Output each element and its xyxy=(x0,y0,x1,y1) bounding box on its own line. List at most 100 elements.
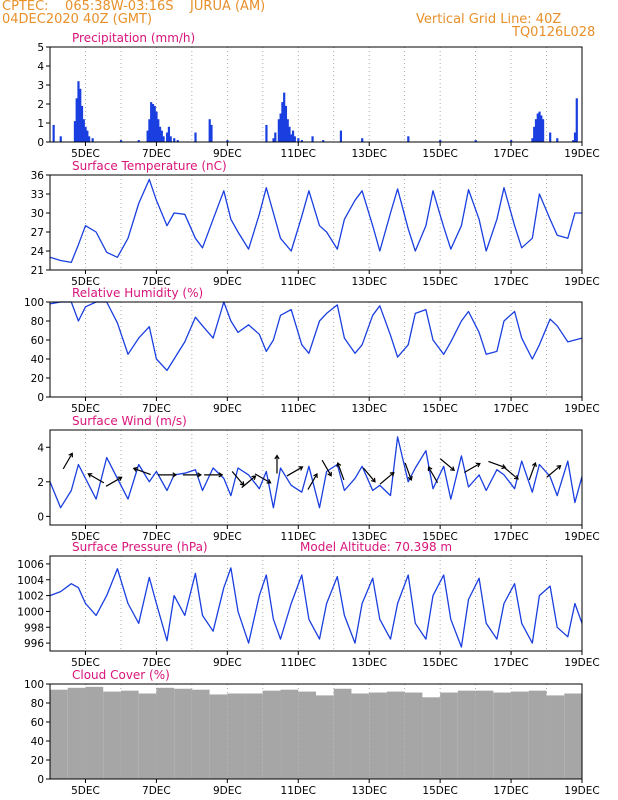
wind-arrow xyxy=(439,458,455,471)
y-tick-label: 20 xyxy=(31,755,44,767)
cloud-cover-bar xyxy=(316,695,334,779)
wind-arrow xyxy=(105,476,122,487)
precipitation-bar xyxy=(84,126,87,142)
panel-title: Surface Pressure (hPa) xyxy=(72,540,208,554)
panel-frame xyxy=(49,301,583,398)
cloud-cover-bar xyxy=(528,690,547,779)
series-line xyxy=(49,301,583,372)
wind-arrow-head xyxy=(531,461,537,468)
cloud-cover-bar xyxy=(493,692,512,779)
y-tick-label: 30 xyxy=(31,208,44,220)
cloud-cover-bar xyxy=(440,692,458,779)
precipitation-bar xyxy=(291,130,295,142)
y-tick-label: 36 xyxy=(31,170,45,182)
y-tick-label: 20 xyxy=(31,373,44,385)
x-tick-label: 13DEC xyxy=(351,403,386,415)
cloud-cover-bar xyxy=(138,693,157,779)
x-tick-label: 19DEC xyxy=(564,657,599,669)
cloud-cover-bar xyxy=(120,690,139,779)
x-tick-label: 9DEC xyxy=(213,276,242,288)
x-tick-label: 7DEC xyxy=(142,785,171,797)
x-tick-label: 7DEC xyxy=(142,403,171,415)
y-tick-label: 0 xyxy=(37,137,44,149)
precipitation-bar xyxy=(510,140,513,142)
wind-arrow-head xyxy=(266,479,272,484)
x-tick-label: 9DEC xyxy=(213,148,242,160)
wind-arrow-head xyxy=(172,472,178,478)
precipitation-bar xyxy=(226,140,229,142)
precipitation-bar xyxy=(167,126,171,142)
wind-arrow-head xyxy=(87,473,93,478)
y-tick-label: 27 xyxy=(31,227,44,239)
wind-arrow xyxy=(463,462,481,474)
wind-arrow-head xyxy=(298,466,304,471)
precipitation-bar xyxy=(297,138,300,142)
wind-arrow xyxy=(241,475,256,489)
x-tick-label: 13DEC xyxy=(351,148,386,160)
precipitation-bar xyxy=(153,105,156,142)
header-grid-note: Vertical Grid Line: 40Z xyxy=(416,12,562,27)
panel-frame xyxy=(49,46,583,143)
y-tick-label: 1 xyxy=(37,118,44,130)
x-tick-label: 5DEC xyxy=(71,531,100,543)
precipitation-bar xyxy=(151,104,155,142)
precipitation-bar xyxy=(166,132,169,142)
cloud-cover-bar xyxy=(191,689,210,779)
precipitation-bar xyxy=(176,140,179,142)
precipitation-bar xyxy=(91,138,94,142)
x-tick-label: 11DEC xyxy=(281,148,316,160)
x-tick-label: 13DEC xyxy=(351,276,386,288)
y-tick-label: 100 xyxy=(24,297,44,309)
precipitation-bar xyxy=(82,119,85,142)
precipitation-bar xyxy=(80,105,84,142)
y-tick-label: 996 xyxy=(24,638,44,650)
series-line xyxy=(49,436,583,509)
x-tick-label: 5DEC xyxy=(71,276,100,288)
panel-title: Surface Temperature (nC) xyxy=(72,159,227,173)
precipitation-bar xyxy=(173,138,176,142)
precipitation-bar xyxy=(290,134,293,142)
x-tick-label: 17DEC xyxy=(493,403,528,415)
x-tick-label: 19DEC xyxy=(564,403,599,415)
precipitation-bar xyxy=(148,119,151,142)
y-tick-label: 1004 xyxy=(17,575,44,587)
x-tick-label: 5DEC xyxy=(71,785,100,797)
x-tick-label: 9DEC xyxy=(213,657,242,669)
x-tick-label: 15DEC xyxy=(422,785,457,797)
cloud-cover-bar xyxy=(280,689,299,779)
x-tick-label: 9DEC xyxy=(213,531,242,543)
x-tick-label: 5DEC xyxy=(71,657,100,669)
precipitation-bar xyxy=(88,136,91,142)
cloud-cover-bar xyxy=(156,687,175,779)
precipitation-bar xyxy=(279,113,282,142)
x-tick-label: 7DEC xyxy=(142,148,171,160)
x-tick-label: 15DEC xyxy=(422,148,457,160)
wind-arrow xyxy=(528,462,536,481)
wind-arrow xyxy=(404,462,412,481)
precipitation-bar xyxy=(73,121,77,142)
panel-frame xyxy=(49,429,583,526)
precipitation-bar xyxy=(210,124,213,142)
x-tick-label: 13DEC xyxy=(351,785,386,797)
wind-arrow xyxy=(546,465,561,478)
precipitation-bar xyxy=(311,136,314,142)
wind-arrow xyxy=(488,460,506,469)
wind-arrow xyxy=(286,466,303,477)
panel-title: Surface Wind (m/s) xyxy=(72,414,187,428)
cloud-cover-bar xyxy=(50,689,68,779)
precipitation-bar xyxy=(52,124,55,142)
precipitation-bar xyxy=(322,140,325,142)
wind-arrow-head xyxy=(336,461,342,468)
precipitation-bar xyxy=(573,132,577,142)
wind-arrow-head xyxy=(556,464,562,470)
precipitation-bar xyxy=(572,140,575,142)
x-tick-label: 13DEC xyxy=(351,531,386,543)
y-tick-label: 1006 xyxy=(17,559,44,571)
precipitation-bar xyxy=(162,136,165,142)
precipitation-bar xyxy=(169,136,172,142)
x-tick-label: 17DEC xyxy=(493,276,528,288)
precipitation-bar xyxy=(407,136,410,142)
x-tick-label: 17DEC xyxy=(493,657,528,669)
y-tick-label: 40 xyxy=(31,354,44,366)
